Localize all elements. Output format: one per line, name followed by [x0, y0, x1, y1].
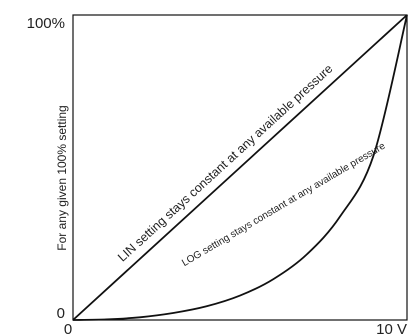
series-layer [72, 14, 408, 321]
x-tick-label-right: 10 V [376, 321, 407, 335]
y-tick-label-bottom: 0 [57, 305, 65, 322]
plot-frame [72, 14, 408, 321]
y-tick-label-top: 100% [27, 15, 65, 32]
log-series-line [72, 14, 408, 321]
lin-series-line [72, 14, 408, 321]
y-axis-label: For any given 100% setting [55, 105, 69, 250]
series-label-log: LOG setting stays constant at any availa… [180, 140, 388, 268]
x-tick-label-left: 0 [64, 321, 72, 335]
